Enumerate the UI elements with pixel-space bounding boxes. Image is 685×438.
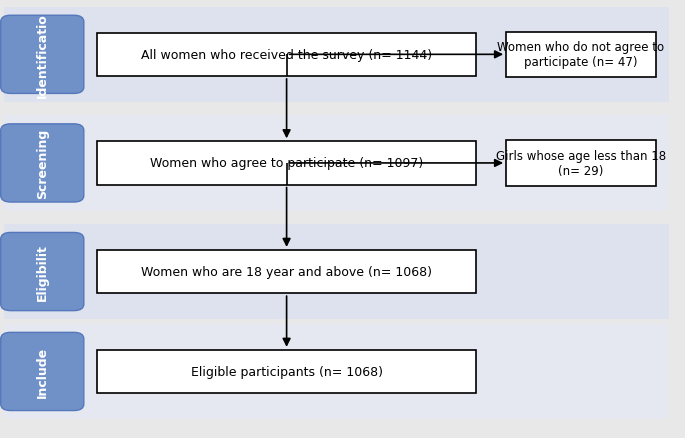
Text: Identificatio: Identificatio (36, 13, 49, 98)
Text: Include: Include (36, 346, 49, 397)
Text: Eligible participants (n= 1068): Eligible participants (n= 1068) (190, 365, 383, 378)
FancyBboxPatch shape (1, 16, 84, 94)
Text: Women who are 18 year and above (n= 1068): Women who are 18 year and above (n= 1068… (141, 265, 432, 279)
FancyBboxPatch shape (506, 32, 656, 78)
Bar (4, 7, 669, 103)
Text: Women who do not agree to
participate (n= 47): Women who do not agree to participate (n… (497, 41, 664, 69)
Text: Women who agree to participate (n= 1097): Women who agree to participate (n= 1097) (150, 157, 423, 170)
Text: Eligibilit: Eligibilit (36, 244, 49, 300)
FancyBboxPatch shape (1, 124, 84, 202)
FancyBboxPatch shape (97, 350, 476, 393)
Text: All women who received the survey (n= 1144): All women who received the survey (n= 11… (141, 49, 432, 62)
Bar (4, 116, 669, 211)
Text: Screening: Screening (36, 128, 49, 198)
FancyBboxPatch shape (1, 332, 84, 410)
FancyBboxPatch shape (97, 142, 476, 185)
FancyBboxPatch shape (97, 250, 476, 293)
Bar (4, 324, 669, 419)
Text: Girls whose age less than 18
(n= 29): Girls whose age less than 18 (n= 29) (496, 150, 666, 177)
Bar (4, 224, 669, 320)
FancyBboxPatch shape (506, 141, 656, 186)
FancyBboxPatch shape (1, 233, 84, 311)
FancyBboxPatch shape (97, 34, 476, 77)
